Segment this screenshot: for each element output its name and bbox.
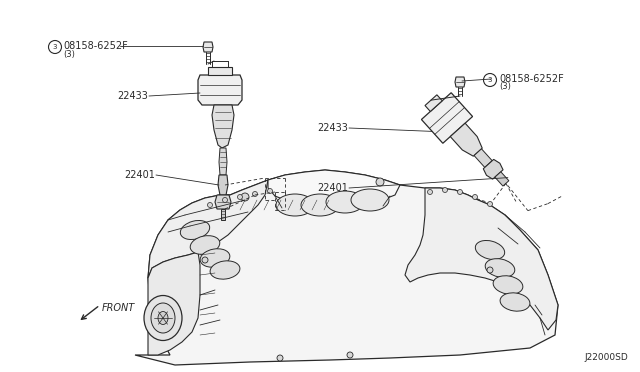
- Circle shape: [428, 189, 433, 195]
- Ellipse shape: [326, 191, 364, 213]
- Polygon shape: [148, 180, 268, 278]
- Ellipse shape: [180, 221, 210, 240]
- Ellipse shape: [485, 259, 515, 278]
- Polygon shape: [198, 75, 242, 105]
- Polygon shape: [219, 148, 227, 175]
- Circle shape: [442, 187, 447, 192]
- Text: FRONT: FRONT: [102, 303, 135, 313]
- Circle shape: [488, 202, 493, 206]
- Ellipse shape: [276, 194, 314, 216]
- Polygon shape: [425, 95, 442, 112]
- Ellipse shape: [500, 293, 530, 311]
- Ellipse shape: [190, 235, 220, 254]
- Ellipse shape: [476, 240, 505, 260]
- Text: J22000SD: J22000SD: [584, 353, 628, 362]
- Polygon shape: [405, 188, 558, 330]
- Circle shape: [207, 202, 212, 208]
- Circle shape: [241, 193, 249, 201]
- Circle shape: [376, 178, 384, 186]
- Polygon shape: [268, 170, 400, 208]
- Text: (3): (3): [499, 83, 511, 92]
- Ellipse shape: [200, 249, 230, 267]
- Polygon shape: [208, 67, 232, 75]
- Circle shape: [487, 267, 493, 273]
- Circle shape: [277, 355, 283, 361]
- Ellipse shape: [144, 295, 182, 340]
- Circle shape: [237, 195, 243, 199]
- Text: 3: 3: [488, 77, 492, 83]
- Text: 08158-6252F: 08158-6252F: [499, 74, 564, 84]
- Ellipse shape: [151, 303, 175, 333]
- Polygon shape: [474, 149, 492, 167]
- Circle shape: [472, 195, 477, 199]
- Polygon shape: [483, 159, 503, 179]
- Ellipse shape: [158, 311, 168, 324]
- Circle shape: [223, 198, 227, 202]
- Polygon shape: [221, 209, 225, 220]
- Text: 3: 3: [52, 44, 57, 50]
- Circle shape: [253, 192, 257, 196]
- Polygon shape: [495, 172, 509, 186]
- Polygon shape: [451, 123, 482, 156]
- Text: 08158-6252F: 08158-6252F: [63, 41, 128, 51]
- Polygon shape: [215, 195, 231, 209]
- Text: (3): (3): [63, 49, 75, 58]
- Circle shape: [458, 189, 463, 195]
- Circle shape: [268, 189, 273, 193]
- Polygon shape: [212, 105, 234, 148]
- Text: 22401: 22401: [124, 170, 155, 180]
- Ellipse shape: [301, 194, 339, 216]
- Text: 22433: 22433: [317, 123, 348, 133]
- Polygon shape: [455, 77, 465, 87]
- Polygon shape: [203, 42, 213, 52]
- Polygon shape: [421, 93, 472, 143]
- Text: 22433: 22433: [117, 91, 148, 101]
- Polygon shape: [218, 175, 228, 195]
- Polygon shape: [135, 170, 558, 365]
- Ellipse shape: [493, 276, 523, 294]
- Circle shape: [202, 257, 208, 263]
- Text: 22401: 22401: [317, 183, 348, 193]
- Polygon shape: [148, 252, 200, 355]
- Ellipse shape: [351, 189, 389, 211]
- Circle shape: [347, 352, 353, 358]
- Ellipse shape: [210, 261, 240, 279]
